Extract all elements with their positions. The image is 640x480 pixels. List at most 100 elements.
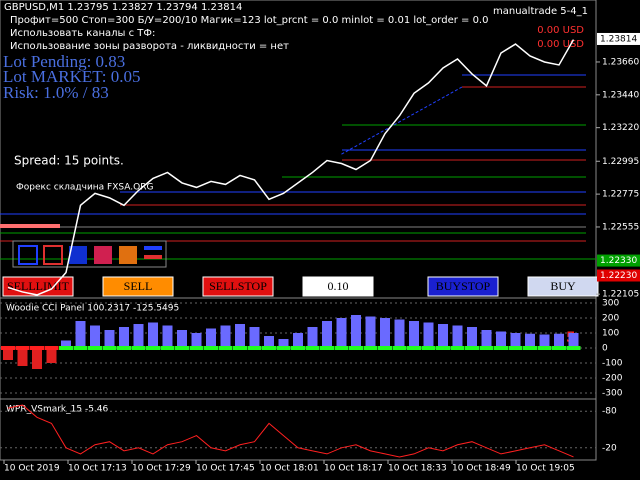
risk: Risk: 1.0% / 83: [3, 83, 109, 102]
cci-bar: [525, 333, 535, 348]
cci-bar: [467, 327, 477, 348]
wpr-label: WPR_VSmark_15 -5.46: [6, 405, 109, 415]
cci-bar: [481, 330, 492, 348]
cci-bar: [394, 319, 405, 348]
cci-bar: [133, 324, 144, 348]
cci-state: [320, 346, 334, 350]
cci-bar: [104, 330, 115, 348]
time-label: 10 Oct 18:49: [452, 464, 511, 474]
reversal: Использование зоны разворота - ликвиднос…: [10, 41, 289, 52]
spread: Spread: 15 points.: [14, 154, 124, 168]
cci-state: [262, 346, 276, 350]
cci-bar: [119, 327, 129, 348]
cci-bar: [32, 348, 42, 369]
cci-state: [247, 346, 262, 350]
cci-state: [334, 346, 349, 350]
wpr-line: [7, 404, 574, 458]
cci-tick: -200: [602, 374, 623, 384]
button-label[interactable]: SELL: [124, 279, 153, 293]
time-label: 10 Oct 17:45: [196, 464, 255, 474]
trade-button[interactable]: [527, 276, 599, 297]
button-label[interactable]: BUY: [550, 279, 576, 293]
cci-state: [146, 346, 160, 350]
cci-state: [131, 346, 146, 350]
cci-state: [392, 346, 407, 350]
cci-tick: 100: [602, 329, 619, 339]
color-boxes: [12, 240, 167, 268]
time-label: 10 Oct 19:05: [516, 464, 575, 474]
cci-bar: [336, 318, 347, 348]
price-label: 1.23220: [602, 123, 639, 133]
expert: manualtrade 5-4_1: [493, 6, 588, 17]
cci-bar: [90, 325, 100, 348]
button-label[interactable]: SELLLIMIT: [7, 279, 70, 293]
profit: 0.00 USD: [537, 25, 584, 36]
cci-state: [59, 346, 73, 350]
cci-state: [494, 346, 508, 350]
cci-tick: 0: [602, 344, 608, 354]
cci-state: [233, 346, 247, 350]
cci-tick: 200: [602, 314, 619, 324]
trade-button[interactable]: [202, 276, 274, 297]
cci-state: [189, 346, 204, 350]
cci-bar: [278, 339, 289, 348]
profit: 0.00 USD: [537, 39, 584, 50]
cci-bar: [220, 325, 231, 348]
trade-button[interactable]: [302, 276, 374, 297]
button-label[interactable]: SELLSTOP: [209, 279, 267, 293]
trade-button[interactable]: [102, 276, 174, 297]
cci-bar: [264, 336, 274, 348]
cci-bar: [322, 321, 332, 348]
cci-bar: [148, 322, 158, 348]
cci-state: [436, 346, 450, 350]
time-label: 10 Oct 18:33: [388, 464, 447, 474]
cci-bar: [162, 325, 173, 348]
trade-button[interactable]: [427, 276, 499, 297]
cci-tick: 300: [602, 299, 619, 309]
cci-state: [479, 346, 494, 350]
price-tag: [597, 32, 640, 45]
time-label: 10 Oct 18:01: [260, 464, 319, 474]
cci-bar: [206, 328, 216, 348]
time-label: 10 Oct 17:29: [132, 464, 191, 474]
cci-bar: [351, 315, 361, 348]
cci-bar: [3, 348, 13, 360]
cci-state: [566, 346, 581, 350]
cci-state: [175, 346, 189, 350]
lot-market: Lot MARKET: 0.05: [3, 67, 141, 86]
price-tag-label: 1.22330: [600, 256, 637, 266]
button-label[interactable]: 0.10: [328, 279, 349, 293]
price-label: 1.22105: [602, 290, 639, 300]
price-label: 1.22555: [602, 222, 639, 232]
cci-bar: [177, 330, 187, 348]
cci-bar: [409, 321, 419, 348]
cci-bar: [293, 333, 303, 348]
cci-bar: [380, 318, 390, 348]
cci-state: [15, 346, 30, 350]
price-label: 1.23660: [602, 57, 639, 67]
cci-state: [117, 346, 131, 350]
lot-pending: Lot Pending: 0.83: [3, 52, 125, 71]
frame: [0, 0, 597, 461]
cci-state: [102, 346, 117, 350]
buttons: SELLLIMIT SELL SELLSTOP 0.10 BUYSTOP BUY: [2, 276, 599, 297]
symbol: GBPUSD,M1 1.23795 1.23827 1.23794 1.2381…: [4, 2, 242, 13]
cci-state: [523, 346, 537, 350]
price-label: 1.22775: [602, 190, 639, 200]
time-label: 10 Oct 17:13: [68, 464, 127, 474]
cci-state: [508, 346, 523, 350]
button-label[interactable]: BUYSTOP: [436, 279, 491, 293]
cci-state: [291, 346, 305, 350]
params: Профит=500 Стоп=300 Б/У=200/10 Магик=123…: [10, 15, 488, 26]
cci-state: [378, 346, 392, 350]
cci-state: [88, 346, 102, 350]
cci-state: [218, 346, 233, 350]
cci-bar: [61, 340, 71, 348]
cci-bar: [539, 334, 550, 348]
time-label: 10 Oct 18:17: [324, 464, 383, 474]
cci-bar: [307, 327, 318, 348]
price-label: 1.23440: [602, 90, 639, 100]
cci-state: [204, 346, 218, 350]
price-label: 1.22995: [602, 157, 639, 167]
